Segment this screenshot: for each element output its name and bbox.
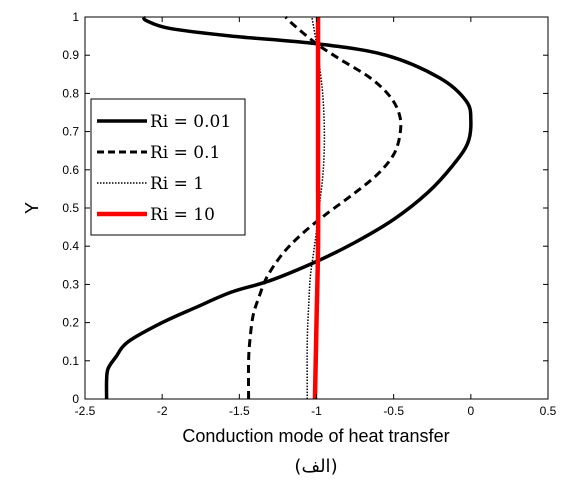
series-line-0 bbox=[104, 15, 473, 400]
x-axis-title: Conduction mode of heat transfer bbox=[182, 426, 449, 446]
y-tick-label: 0.9 bbox=[62, 48, 79, 62]
legend-label-3: Ri = 10 bbox=[150, 205, 215, 225]
legend-items: Ri = 0.01 Ri = 0.1 Ri = 1 Ri = 10 bbox=[97, 112, 231, 225]
series-layer bbox=[104, 15, 473, 400]
series-line-1 bbox=[246, 15, 403, 400]
y-tick-label: 0.5 bbox=[62, 201, 79, 215]
ticks-layer: -2.5 -2 -1.5 -1 -0.5 0 0.5 0 0.1 0.2 0.3 0.4 0.5 0.6 0… bbox=[62, 10, 556, 418]
y-tick-label: 1 bbox=[72, 10, 79, 24]
legend-label-1: Ri = 0.1 bbox=[150, 143, 220, 163]
y-tick-label: 0.6 bbox=[62, 163, 79, 177]
series-line-3 bbox=[312, 17, 321, 400]
plot-frame bbox=[84, 16, 549, 400]
y-tick-label: 0.1 bbox=[62, 354, 79, 368]
x-tick-label: -0.5 bbox=[383, 404, 404, 418]
x-tick-label: -1.5 bbox=[229, 404, 250, 418]
legend-label-2: Ri = 1 bbox=[150, 174, 204, 194]
x-tick-label: -2.5 bbox=[75, 404, 96, 418]
y-tick-label: 0 bbox=[72, 392, 79, 406]
y-tick-label: 0.4 bbox=[62, 239, 79, 253]
x-tick-label: -1 bbox=[311, 404, 322, 418]
legend-label-0: Ri = 0.01 bbox=[150, 112, 231, 132]
x-tick-label: 0.5 bbox=[540, 404, 557, 418]
figure-caption: (الف) bbox=[294, 456, 337, 477]
y-tick-label: 0.2 bbox=[62, 316, 79, 330]
legend: Ri = 0.01 Ri = 0.1 Ri = 1 Ri = 10 bbox=[90, 98, 246, 236]
y-tick-label: 0.7 bbox=[62, 125, 79, 139]
x-tick-label: 0 bbox=[467, 404, 474, 418]
x-tick-label: -2 bbox=[157, 404, 168, 418]
y-axis-title: Y bbox=[22, 202, 42, 214]
y-tick-label: 0.3 bbox=[62, 277, 79, 291]
y-tick-label: 0.8 bbox=[62, 86, 79, 100]
